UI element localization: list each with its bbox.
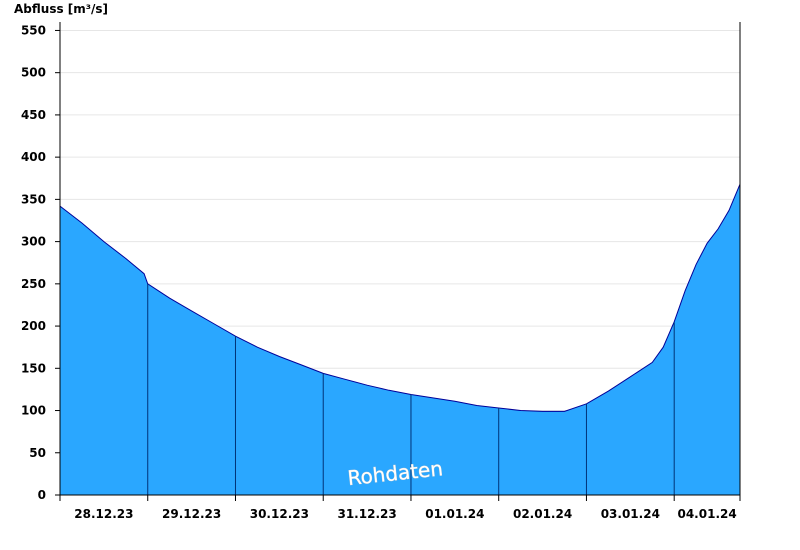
- y-tick-label: 0: [38, 488, 46, 502]
- y-tick-label: 450: [21, 108, 46, 122]
- y-tick-label: 150: [21, 361, 46, 375]
- x-tick-label: 04.01.24: [677, 507, 736, 521]
- x-tick-label: 29.12.23: [162, 507, 221, 521]
- y-tick-label: 100: [21, 404, 46, 418]
- discharge-area: [59, 184, 741, 495]
- y-tick-label: 200: [21, 319, 46, 333]
- y-tick-label: 500: [21, 66, 46, 80]
- y-tick-label: 350: [21, 192, 46, 206]
- day-boundaries: [147, 283, 675, 495]
- y-tick-label: 250: [21, 277, 46, 291]
- y-tick-label: 400: [21, 150, 46, 164]
- x-tick-label: 01.01.24: [425, 507, 484, 521]
- series-line: [59, 184, 741, 412]
- y-tick-label: 550: [21, 23, 46, 37]
- axes: [55, 22, 741, 501]
- y-tick-label: 50: [29, 446, 46, 460]
- x-tick-label: 03.01.24: [601, 507, 660, 521]
- x-tick-label: 31.12.23: [337, 507, 396, 521]
- x-tick-label: 28.12.23: [74, 507, 133, 521]
- tick-labels: 0 50 100 150 200 250 300 350 400 450 500 550 28.12.2…: [21, 23, 737, 521]
- x-tick-label: 30.12.23: [250, 507, 309, 521]
- area-fill: [60, 184, 740, 495]
- y-tick-label: 300: [21, 235, 46, 249]
- x-tick-label: 02.01.24: [513, 507, 572, 521]
- y-axis-title: Abfluss [m³/s]: [14, 2, 108, 16]
